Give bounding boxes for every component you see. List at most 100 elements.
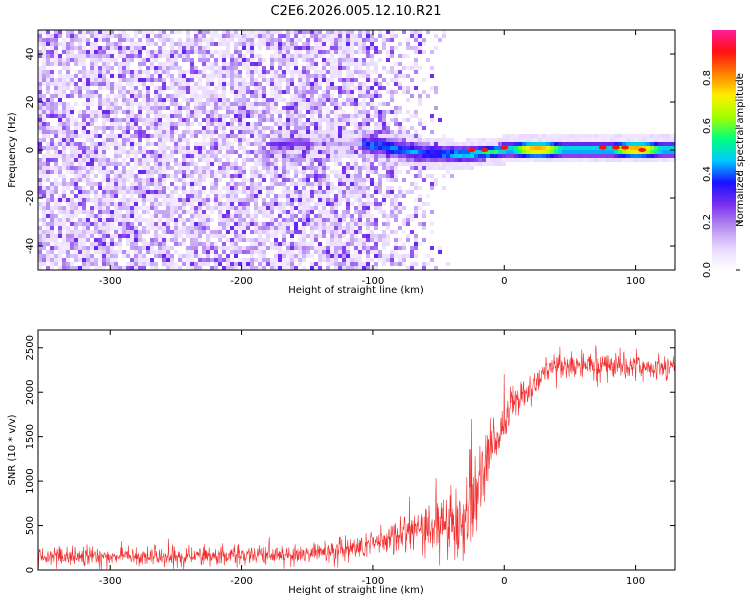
heatmap-cell — [294, 158, 298, 162]
heatmap-cell — [218, 58, 222, 62]
heatmap-cell — [70, 134, 74, 138]
heatmap-cell — [222, 114, 226, 118]
heatmap-cell — [342, 234, 346, 238]
heatmap-cell — [330, 94, 334, 98]
heatmap-cell — [298, 198, 302, 202]
heatmap-cell — [190, 50, 194, 54]
heatmap-cell — [66, 126, 70, 130]
heatmap-cell — [78, 86, 82, 90]
heatmap-cell — [426, 146, 430, 150]
heatmap-cell — [314, 202, 318, 206]
heatmap-cell — [134, 218, 138, 222]
heatmap-cell — [94, 90, 98, 94]
heatmap-cell — [190, 122, 194, 126]
heatmap-cell — [406, 66, 410, 70]
heatmap-cell — [86, 190, 90, 194]
heatmap-cell — [390, 186, 394, 190]
heatmap-cell — [154, 266, 158, 270]
heatmap-cell — [262, 66, 266, 70]
heatmap-cell — [362, 154, 366, 158]
heatmap-cell — [226, 62, 230, 66]
heatmap-cell — [198, 74, 202, 78]
heatmap-cell — [374, 138, 378, 142]
heatmap-cell — [322, 250, 326, 254]
heatmap-cell — [266, 166, 270, 170]
heatmap-cell — [78, 166, 82, 170]
heatmap-cell — [130, 122, 134, 126]
heatmap-cell — [254, 66, 258, 70]
heatmap-cell — [502, 158, 506, 162]
heatmap-cell — [58, 90, 62, 94]
heatmap-cell — [246, 198, 250, 202]
heatmap-cell — [374, 266, 378, 270]
heatmap-cell — [66, 106, 70, 110]
heatmap-cell — [298, 158, 302, 162]
heatmap-cell — [246, 190, 250, 194]
heatmap-cell — [86, 230, 90, 234]
heatmap-cell — [78, 202, 82, 206]
heatmap-cell — [286, 142, 290, 146]
heatmap-cell — [158, 178, 162, 182]
heatmap-cell — [46, 242, 50, 246]
heatmap-cell — [82, 30, 86, 34]
heatmap-cell — [154, 262, 158, 266]
heatmap-cell — [102, 114, 106, 118]
heatmap-cell — [270, 210, 274, 214]
heatmap-cell — [282, 162, 286, 166]
heatmap-cell — [382, 194, 386, 198]
heatmap-cell — [358, 250, 362, 254]
heatmap-cell — [330, 74, 334, 78]
heatmap-cell — [442, 174, 446, 178]
heatmap-cell — [82, 162, 86, 166]
heatmap-cell — [258, 150, 262, 154]
heatmap-cell — [338, 106, 342, 110]
heatmap-cell — [70, 42, 74, 46]
heatmap-cell — [294, 258, 298, 262]
heatmap-cell — [586, 146, 590, 150]
heatmap-cell — [38, 266, 42, 270]
heatmap-cell — [318, 142, 322, 146]
heatmap-cell — [230, 130, 234, 134]
heatmap-cell — [262, 110, 266, 114]
heatmap-cell — [42, 50, 46, 54]
heatmap-cell — [318, 126, 322, 130]
heatmap-cell — [334, 42, 338, 46]
heatmap-cell — [222, 102, 226, 106]
heatmap-cell — [294, 106, 298, 110]
heatmap-cell — [130, 138, 134, 142]
heatmap-cell — [202, 30, 206, 34]
heatmap-cell — [334, 38, 338, 42]
heatmap-cell — [194, 194, 198, 198]
heatmap-cell — [110, 250, 114, 254]
heatmap-cell — [362, 62, 366, 66]
heatmap-cell — [438, 38, 442, 42]
heatmap-cell — [278, 174, 282, 178]
heatmap-cell — [326, 122, 330, 126]
heatmap-cell — [294, 214, 298, 218]
heatmap-cell — [78, 210, 82, 214]
heatmap-cell — [174, 242, 178, 246]
heatmap-cell — [78, 34, 82, 38]
heatmap-cell — [374, 158, 378, 162]
heatmap-cell — [234, 62, 238, 66]
heatmap-cell — [414, 254, 418, 258]
heatmap-cell — [38, 206, 42, 210]
heatmap-cell — [274, 166, 278, 170]
heatmap-cell — [334, 254, 338, 258]
heatmap-cell — [198, 102, 202, 106]
heatmap-cell — [194, 38, 198, 42]
heatmap-cell — [406, 190, 410, 194]
heatmap-cell — [390, 46, 394, 50]
heatmap-cell — [322, 106, 326, 110]
heatmap-cell — [290, 146, 294, 150]
heatmap-cell — [358, 150, 362, 154]
heatmap-cell — [390, 70, 394, 74]
heatmap-cell — [390, 206, 394, 210]
heatmap-cell — [150, 58, 154, 62]
heatmap-cell — [294, 174, 298, 178]
heatmap-cell — [290, 250, 294, 254]
heatmap-cell — [114, 62, 118, 66]
heatmap-cell — [130, 42, 134, 46]
heatmap-cell — [306, 234, 310, 238]
